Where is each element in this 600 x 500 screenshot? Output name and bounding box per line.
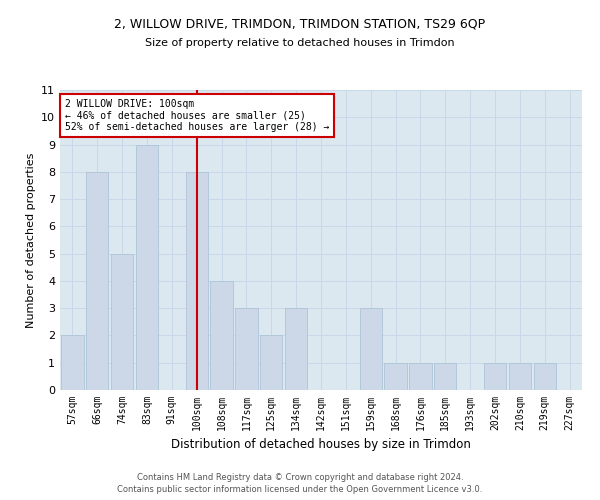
Bar [533, 362, 556, 390]
Text: Size of property relative to detached houses in Trimdon: Size of property relative to detached ho… [145, 38, 455, 48]
Bar [111, 254, 133, 390]
Bar [509, 362, 531, 390]
Bar [211, 281, 233, 390]
Bar [359, 308, 382, 390]
Bar [235, 308, 257, 390]
Bar [185, 172, 208, 390]
Bar [385, 362, 407, 390]
Bar [260, 336, 283, 390]
Text: Contains HM Land Registry data © Crown copyright and database right 2024.: Contains HM Land Registry data © Crown c… [137, 472, 463, 482]
Bar [285, 308, 307, 390]
Y-axis label: Number of detached properties: Number of detached properties [26, 152, 35, 328]
Bar [136, 144, 158, 390]
X-axis label: Distribution of detached houses by size in Trimdon: Distribution of detached houses by size … [171, 438, 471, 452]
Text: Contains public sector information licensed under the Open Government Licence v3: Contains public sector information licen… [118, 485, 482, 494]
Bar [86, 172, 109, 390]
Bar [484, 362, 506, 390]
Bar [409, 362, 431, 390]
Text: 2, WILLOW DRIVE, TRIMDON, TRIMDON STATION, TS29 6QP: 2, WILLOW DRIVE, TRIMDON, TRIMDON STATIO… [115, 18, 485, 30]
Bar [434, 362, 457, 390]
Text: 2 WILLOW DRIVE: 100sqm
← 46% of detached houses are smaller (25)
52% of semi-det: 2 WILLOW DRIVE: 100sqm ← 46% of detached… [65, 99, 329, 132]
Bar [61, 336, 83, 390]
